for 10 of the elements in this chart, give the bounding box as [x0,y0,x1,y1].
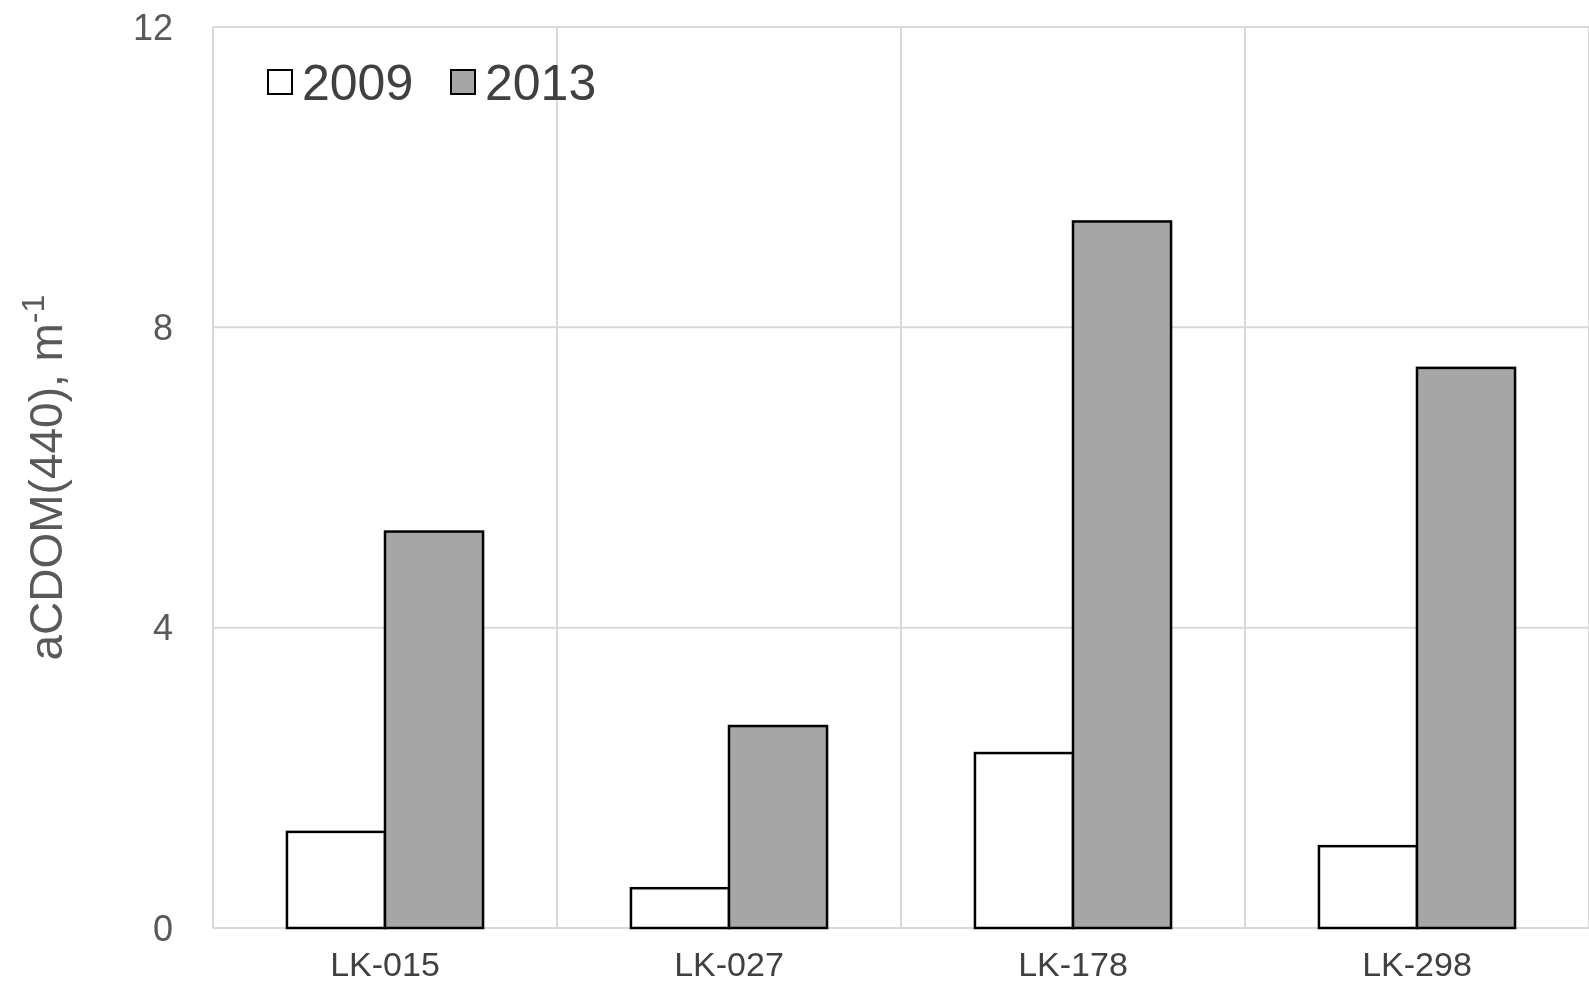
x-tick-label: LK-178 [1018,945,1128,983]
y-tick-label: 12 [132,6,173,48]
y-tick-label: 8 [152,306,173,348]
legend-label: 2013 [485,54,597,111]
x-tick-label: LK-015 [330,945,440,983]
y-tick-label: 0 [152,907,173,949]
x-tick-label: LK-298 [1362,945,1472,983]
y-tick-label: 4 [152,607,173,649]
x-tick-label: LK-027 [674,945,784,983]
legend-label: 2009 [302,54,414,111]
